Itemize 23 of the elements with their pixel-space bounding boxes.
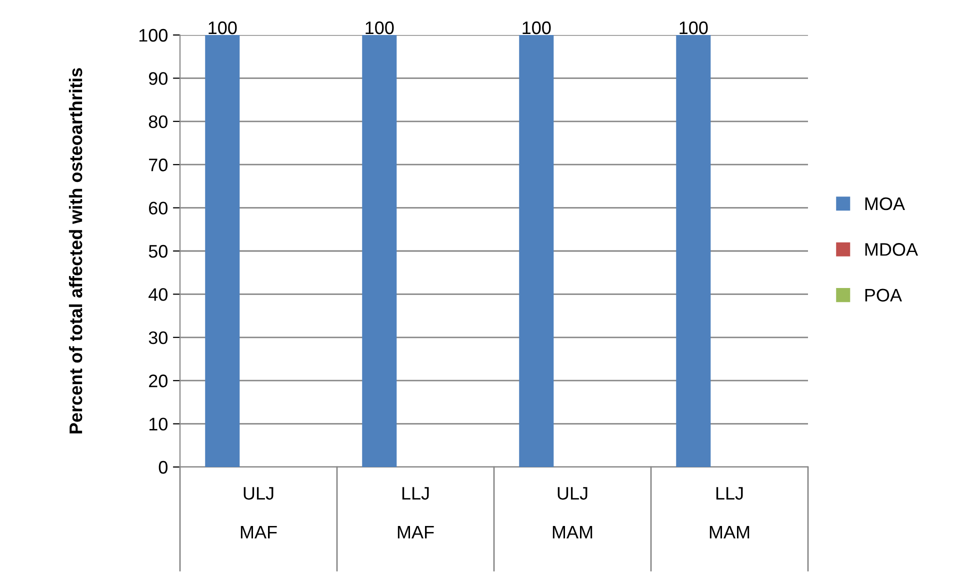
y-tick-label: 90 (148, 72, 168, 85)
y-tick-label: 50 (148, 244, 168, 258)
data-label: 100 (680, 21, 708, 34)
data-label: 100 (522, 21, 551, 34)
y-axis-title: Percent of total affected with osteoarthritis (68, 68, 82, 434)
data-label: 100 (208, 21, 237, 34)
y-tick-label: 20 (149, 374, 168, 388)
y-tick-label: 70 (149, 158, 168, 172)
legend-label: MDOA (865, 243, 918, 256)
legend-label: POA (865, 288, 902, 302)
category-label: LLJ MAF (398, 487, 434, 538)
category-label: ULJ MAF (240, 487, 277, 538)
category-label: LLJ MAM (710, 487, 750, 538)
legend-label: MOA (865, 197, 905, 210)
y-tick-label: 30 (148, 331, 168, 344)
y-tick-label: 10 (149, 418, 168, 431)
data-label: 100 (366, 21, 394, 34)
y-tick-label: 0 (158, 460, 168, 474)
y-tick-label: 40 (148, 288, 168, 301)
category-label: ULJ MAM (552, 487, 592, 538)
y-tick-label: 100 (139, 28, 168, 42)
y-tick-label: 60 (149, 202, 168, 215)
y-tick-label: 80 (148, 115, 168, 128)
